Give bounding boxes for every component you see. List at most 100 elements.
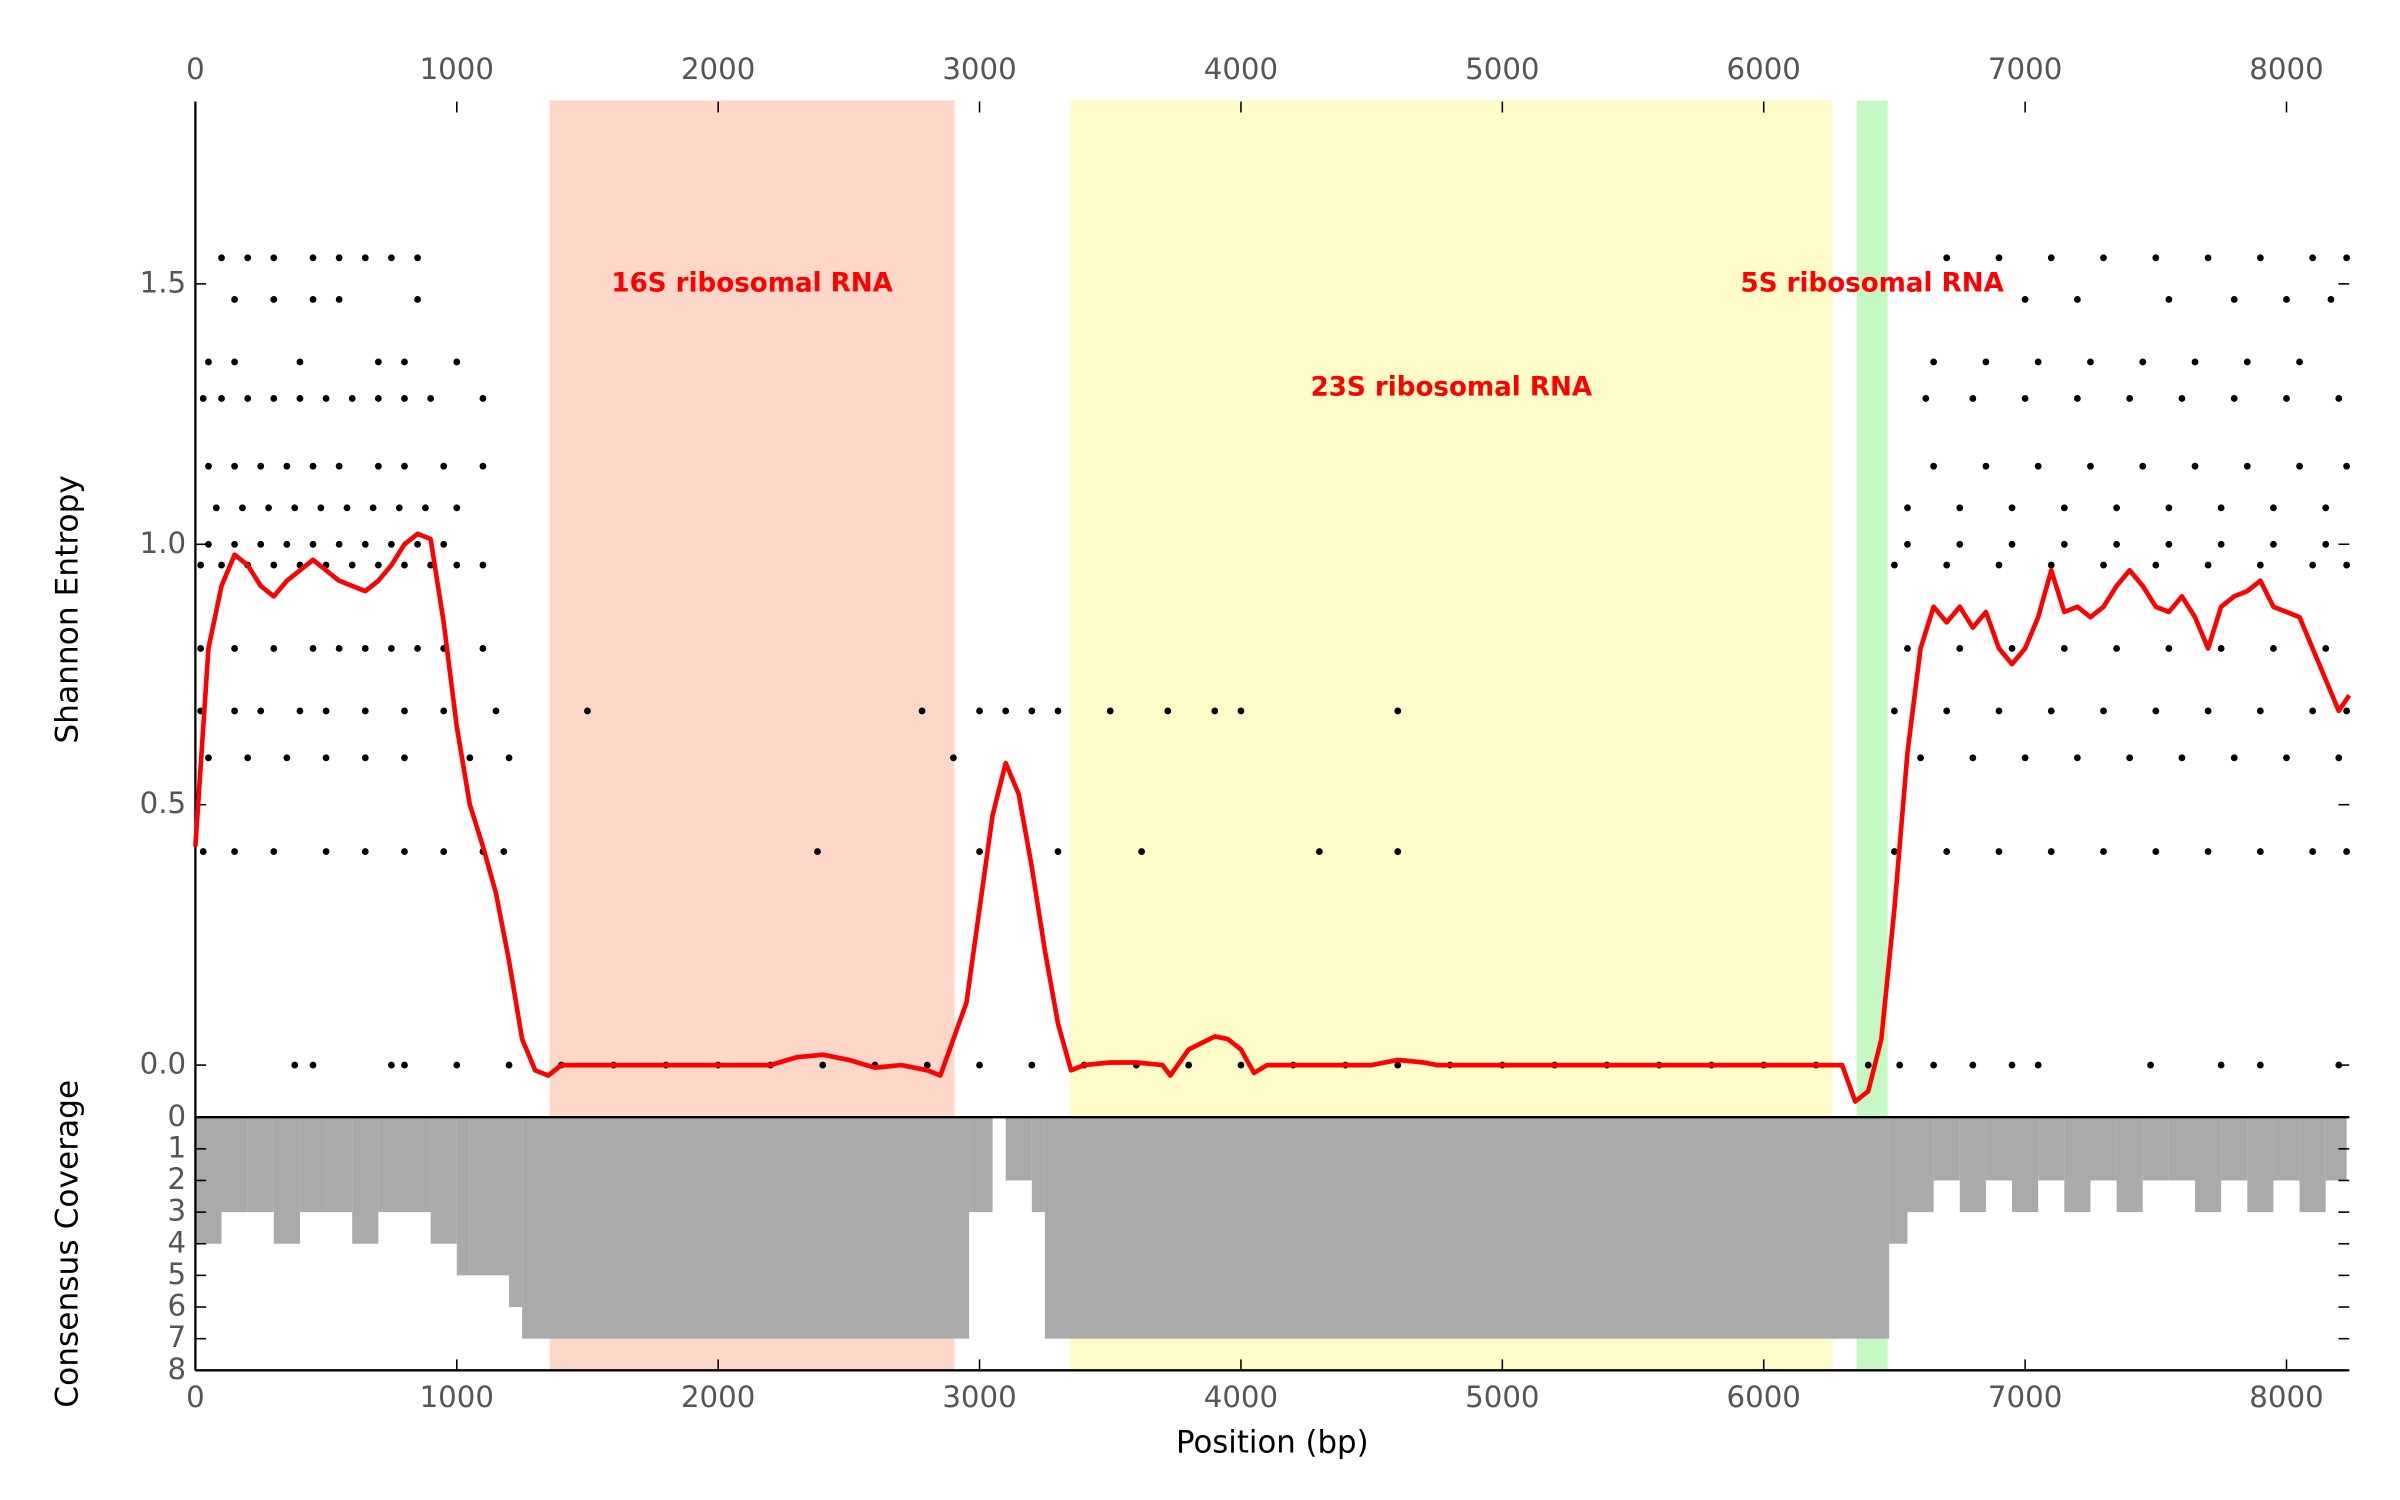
scatter-point [2343, 254, 2351, 262]
scatter-point [1922, 395, 1930, 402]
scatter-point [374, 395, 382, 402]
scatter-point [218, 561, 225, 569]
scatter-point [197, 645, 204, 652]
scatter-point [2152, 848, 2160, 855]
scatter-point [1995, 707, 2003, 715]
coverage-bar [221, 1117, 248, 1213]
x-tick-label: 3000 [942, 52, 1016, 86]
scatter-point [1028, 707, 1036, 715]
coverage-bar [326, 1117, 353, 1213]
scatter-point [2204, 254, 2212, 262]
coverage-bar [352, 1117, 379, 1244]
scatter-point [335, 540, 343, 548]
scatter-point [2147, 1061, 2154, 1069]
x-tick-label: 8000 [2249, 52, 2323, 86]
smoothed-line [193, 531, 2352, 1104]
scatter-point [2322, 504, 2330, 512]
scatter-point [2335, 395, 2343, 402]
scatter-point [466, 754, 474, 762]
scatter-point [1930, 1061, 1938, 1069]
scatter-point [239, 504, 246, 512]
y-tick-label: 0 [168, 1099, 187, 1133]
scatter-point [2087, 358, 2094, 366]
x-tick-label: 1000 [420, 52, 494, 86]
scatter-point [2256, 254, 2264, 262]
scatter-point [322, 707, 330, 715]
scatter-point [388, 1061, 395, 1069]
scatter-point [343, 504, 351, 512]
scatter-point [479, 462, 487, 470]
y-tick-label: 1.0 [140, 526, 186, 560]
coverage-bar [1889, 1117, 1908, 1244]
scatter-point [1394, 848, 1402, 855]
scatter-point [1969, 395, 1977, 402]
x-tick-label: 1000 [420, 1380, 494, 1414]
scatter-point [2047, 254, 2055, 262]
scatter-point [361, 540, 369, 548]
scatter-point [2230, 754, 2238, 762]
scatter-point [401, 395, 408, 402]
scatter-point [2270, 540, 2277, 548]
scatter-point [317, 504, 325, 512]
scatter-point [440, 707, 448, 715]
scatter-point [1956, 645, 1964, 652]
scatter-point [950, 754, 957, 762]
scatter-point [440, 540, 448, 548]
scatter-point [348, 561, 356, 569]
scatter-point [1185, 1061, 1193, 1069]
scatter-point [401, 358, 408, 366]
scatter-point [918, 707, 926, 715]
scatter-point [205, 540, 212, 548]
scatter-point [819, 1061, 827, 1069]
scatter-point [1943, 848, 1951, 855]
scatter-point [453, 561, 461, 569]
coverage-bar [1005, 1117, 1032, 1181]
scatter-point [296, 358, 304, 366]
scatter-point [2021, 296, 2029, 303]
scatter-point [296, 395, 304, 402]
scatter-point [2270, 504, 2277, 512]
scatter-point [309, 645, 317, 652]
coverage-bar [1031, 1117, 1045, 1213]
scatter-point [1969, 1061, 1977, 1069]
scatter-point [388, 254, 395, 262]
coverage-bar [2012, 1117, 2039, 1213]
scatter-point [335, 645, 343, 652]
scatter-point [1930, 358, 1938, 366]
scatter-point [414, 645, 421, 652]
scatter-point [2283, 754, 2290, 762]
scatter-point [1864, 1061, 1872, 1069]
scatter-point [2100, 254, 2107, 262]
coverage-bar [2116, 1117, 2143, 1213]
scatter-point [2296, 358, 2303, 366]
scatter-point [270, 645, 278, 652]
x-tick-label: 2000 [681, 1380, 755, 1414]
coverage-bar [2299, 1117, 2326, 1213]
scatter-point [2126, 754, 2134, 762]
coverage-bar [1907, 1117, 1934, 1213]
coverage-bar [509, 1117, 523, 1308]
coverage-bar [2038, 1117, 2065, 1181]
scatter-point [2230, 296, 2238, 303]
scatter-point [1164, 707, 1172, 715]
scatter-point [1969, 754, 1977, 762]
scatter-point [1237, 707, 1245, 715]
scatter-point [205, 754, 212, 762]
scatter-point [335, 254, 343, 262]
scatter-point [199, 848, 207, 855]
scatter-point [2152, 707, 2160, 715]
scatter-point [1891, 561, 1898, 569]
x-tick-label: 6000 [1727, 52, 1801, 86]
scatter-point [322, 395, 330, 402]
scatter-point [1028, 1061, 1036, 1069]
scatter-point [335, 462, 343, 470]
scatter-point [500, 848, 508, 855]
scatter-point [1106, 707, 1114, 715]
scatter-point [257, 707, 265, 715]
scatter-point [270, 561, 278, 569]
y-tick-label: 5 [168, 1257, 187, 1291]
scatter-point [309, 254, 317, 262]
scatter-point [2047, 848, 2055, 855]
